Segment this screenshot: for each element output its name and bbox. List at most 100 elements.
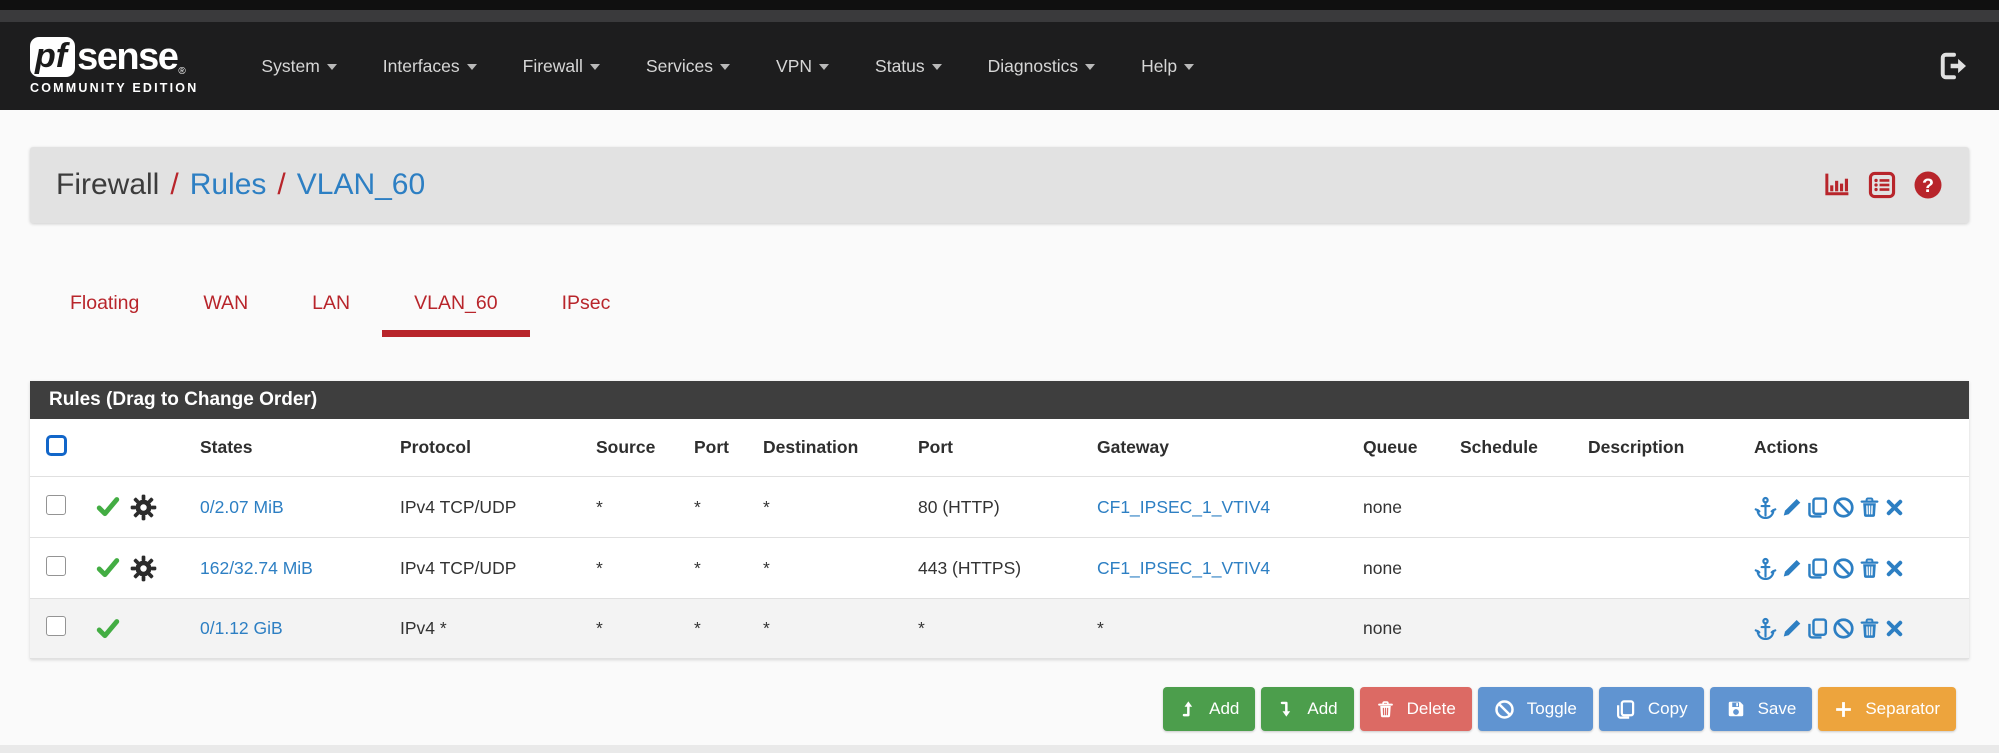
rule-row[interactable]: 0/1.12 GiB IPv4 * * * * * * none [30, 598, 1969, 659]
nav-item-services[interactable]: Services [623, 46, 753, 87]
toggle-button[interactable]: Toggle [1477, 687, 1593, 731]
select-all-checkbox[interactable] [46, 434, 67, 456]
button-label: Add [1209, 699, 1240, 718]
row-actions [1744, 617, 1969, 640]
chart-bar-icon[interactable] [1823, 171, 1851, 199]
header-destination: Destination [763, 437, 859, 457]
delete-button[interactable]: Delete [1359, 687, 1472, 731]
save-button[interactable]: Save [1709, 687, 1813, 731]
advanced-settings-gear-icon [130, 555, 157, 582]
cell-destination: * [763, 557, 770, 578]
caret-down-icon [326, 64, 337, 70]
cell-queue: none [1363, 557, 1402, 578]
disable-ban-icon[interactable] [1832, 496, 1855, 519]
states-link[interactable]: 0/2.07 MiB [200, 496, 284, 517]
copy-rule-icon[interactable] [1806, 496, 1829, 519]
header-protocol: Protocol [400, 437, 471, 457]
disable-ban-icon[interactable] [1832, 617, 1855, 640]
cell-source: * [596, 496, 603, 517]
help-question-icon[interactable]: ? [1913, 170, 1943, 200]
pfsense-logo[interactable]: pf sense ® COMMUNITY EDITION [30, 37, 198, 95]
nav-item-system[interactable]: System [238, 46, 359, 87]
rule-row[interactable]: 0/2.07 MiB IPv4 TCP/UDP * * * 80 (HTTP) … [30, 476, 1969, 537]
header-dest-port: Port [918, 437, 953, 457]
save-floppy-icon [1726, 699, 1746, 719]
header-actions: Actions [1754, 437, 1819, 457]
add-rule-top-button[interactable]: Add [1163, 687, 1256, 731]
nav-item-label: Firewall [522, 55, 583, 76]
tab-label: IPsec [561, 292, 611, 314]
breadcrumb-link-vlan60[interactable]: VLAN_60 [296, 168, 426, 201]
close-x-icon[interactable] [1884, 618, 1905, 639]
breadcrumb-section: Firewall [56, 168, 160, 201]
caret-down-icon [819, 64, 830, 70]
cell-dest-port: * [918, 618, 925, 638]
tab-wan[interactable]: WAN [171, 278, 280, 337]
tab-label: WAN [203, 292, 249, 314]
edit-pencil-icon[interactable] [1780, 557, 1803, 580]
states-link[interactable]: 162/32.74 MiB [200, 557, 313, 578]
edit-pencil-icon[interactable] [1780, 496, 1803, 519]
gateway-link[interactable]: CF1_IPSEC_1_VTIV4 [1097, 557, 1271, 578]
sign-out-icon[interactable] [1939, 51, 1969, 81]
close-x-icon[interactable] [1884, 558, 1905, 579]
nav-item-help[interactable]: Help [1118, 46, 1217, 87]
delete-trash-icon[interactable] [1858, 557, 1881, 580]
close-x-icon[interactable] [1884, 497, 1905, 518]
rules-panel-header: Rules (Drag to Change Order) [30, 381, 1969, 419]
gateway-link[interactable]: CF1_IPSEC_1_VTIV4 [1097, 496, 1271, 517]
copy-button[interactable]: Copy [1598, 687, 1704, 731]
nav-item-interfaces[interactable]: Interfaces [360, 46, 500, 87]
cell-source: * [596, 557, 603, 578]
row-checkbox[interactable] [46, 555, 66, 576]
edit-pencil-icon[interactable] [1780, 617, 1803, 640]
advanced-settings-gear-icon [130, 494, 157, 521]
copy-rule-icon[interactable] [1806, 557, 1829, 580]
trash-icon [1376, 700, 1395, 719]
tab-lan[interactable]: LAN [280, 278, 382, 337]
nav-item-firewall[interactable]: Firewall [500, 46, 623, 87]
breadcrumb: Firewall / Rules / VLAN_60 [56, 168, 425, 202]
cell-port: * [694, 496, 701, 517]
add-rule-bottom-button[interactable]: Add [1261, 687, 1354, 731]
cell-port: * [694, 618, 701, 638]
tab-ipsec[interactable]: IPsec [530, 278, 643, 337]
breadcrumb-actions: ? [1823, 170, 1943, 200]
cell-protocol: IPv4 TCP/UDP [400, 496, 517, 517]
header-source: Source [596, 437, 656, 457]
logo-name: sense [77, 36, 179, 78]
nav-item-status[interactable]: Status [852, 46, 965, 87]
nav-item-label: VPN [776, 55, 813, 76]
nav-item-diagnostics[interactable]: Diagnostics [965, 46, 1118, 87]
pfsense-logo-wordmark: pf sense ® [30, 37, 198, 77]
rules-panel: Rules (Drag to Change Order) States Prot… [30, 381, 1969, 659]
nav-item-label: System [261, 55, 320, 76]
anchor-icon[interactable] [1754, 617, 1777, 640]
anchor-icon[interactable] [1754, 496, 1777, 519]
tab-floating[interactable]: Floating [38, 278, 171, 337]
anchor-icon[interactable] [1754, 557, 1777, 580]
window-title-strip [0, 10, 1999, 22]
tab-vlan60[interactable]: VLAN_60 [382, 278, 531, 337]
caret-down-icon [589, 64, 600, 70]
button-label: Copy [1647, 699, 1688, 718]
delete-trash-icon[interactable] [1858, 496, 1881, 519]
rule-row[interactable]: 162/32.74 MiB IPv4 TCP/UDP * * * 443 (HT… [30, 537, 1969, 598]
states-link[interactable]: 0/1.12 GiB [200, 618, 283, 638]
nav-item-vpn[interactable]: VPN [753, 46, 852, 87]
svg-text:?: ? [1922, 175, 1934, 197]
disable-ban-icon[interactable] [1832, 557, 1855, 580]
row-checkbox[interactable] [46, 616, 66, 636]
rule-enabled-check-icon [95, 616, 121, 642]
tab-label: VLAN_60 [414, 292, 498, 314]
header-port: Port [694, 437, 729, 457]
plus-icon [1834, 700, 1853, 719]
row-checkbox[interactable] [46, 494, 66, 515]
delete-trash-icon[interactable] [1858, 617, 1881, 640]
breadcrumb-link-rules[interactable]: Rules [189, 168, 267, 201]
copy-rule-icon[interactable] [1806, 617, 1829, 640]
list-view-icon[interactable] [1868, 171, 1896, 199]
separator-button[interactable]: Separator [1818, 687, 1956, 731]
footer-buttons: Add Add Delete Toggle Copy [0, 687, 1956, 731]
tab-label: Floating [70, 292, 140, 314]
